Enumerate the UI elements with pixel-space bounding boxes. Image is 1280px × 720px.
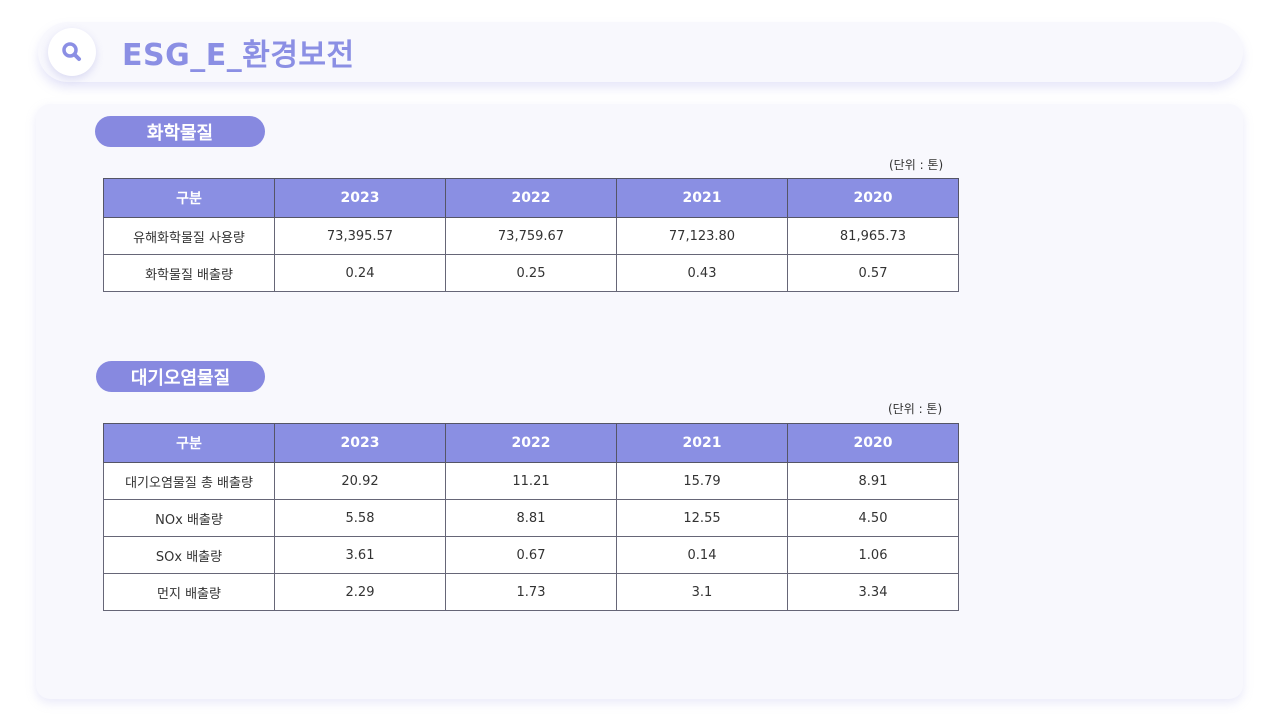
table-cell: 77,123.80 bbox=[616, 217, 788, 255]
table-header-row: 구분 2023 2022 2021 2020 bbox=[103, 178, 959, 218]
table-cell: 0.57 bbox=[787, 254, 959, 292]
section-label-chemicals: 화학물질 bbox=[95, 116, 265, 147]
table-cell: 1.06 bbox=[787, 536, 959, 574]
table-cell: 8.81 bbox=[445, 499, 617, 537]
search-icon bbox=[62, 42, 81, 61]
table-cell: 1.73 bbox=[445, 573, 617, 611]
table-cell: 3.61 bbox=[274, 536, 446, 574]
table-cell: 3.1 bbox=[616, 573, 788, 611]
page-title: ESG_E_환경보전 bbox=[122, 38, 355, 73]
row-label: SOx 배출량 bbox=[103, 536, 275, 574]
table-cell: 4.50 bbox=[787, 499, 959, 537]
column-header: 2022 bbox=[445, 423, 617, 463]
table-cell: 5.58 bbox=[274, 499, 446, 537]
table-row: 먼지 배출량 2.29 1.73 3.1 3.34 bbox=[103, 573, 959, 611]
unit-label-chemicals: (단위 : 톤) bbox=[889, 158, 944, 172]
chemicals-table: 구분 2023 2022 2021 2020 유해화학물질 사용량 73,395… bbox=[103, 178, 959, 292]
table-cell: 73,395.57 bbox=[274, 217, 446, 255]
column-header: 구분 bbox=[103, 423, 275, 463]
column-header: 2022 bbox=[445, 178, 617, 218]
row-label: NOx 배출량 bbox=[103, 499, 275, 537]
header-bar: ESG_E_환경보전 bbox=[38, 22, 1243, 82]
table-row: 화학물질 배출량 0.24 0.25 0.43 0.57 bbox=[103, 254, 959, 292]
table-cell: 2.29 bbox=[274, 573, 446, 611]
table-cell: 20.92 bbox=[274, 462, 446, 500]
table-cell: 15.79 bbox=[616, 462, 788, 500]
row-label: 대기오염물질 총 배출량 bbox=[103, 462, 275, 500]
table-cell: 81,965.73 bbox=[787, 217, 959, 255]
table-row: 유해화학물질 사용량 73,395.57 73,759.67 77,123.80… bbox=[103, 217, 959, 255]
unit-label-air-pollutants: (단위 : 톤) bbox=[888, 402, 943, 416]
column-header: 2023 bbox=[274, 178, 446, 218]
table-cell: 12.55 bbox=[616, 499, 788, 537]
table-cell: 0.43 bbox=[616, 254, 788, 292]
section-label-air-pollutants: 대기오염물질 bbox=[96, 361, 265, 392]
row-label: 유해화학물질 사용량 bbox=[103, 217, 275, 255]
table-cell: 73,759.67 bbox=[445, 217, 617, 255]
table-header-row: 구분 2023 2022 2021 2020 bbox=[103, 423, 959, 463]
table-cell: 11.21 bbox=[445, 462, 617, 500]
row-label: 화학물질 배출량 bbox=[103, 254, 275, 292]
table-row: SOx 배출량 3.61 0.67 0.14 1.06 bbox=[103, 536, 959, 574]
table-row: NOx 배출량 5.58 8.81 12.55 4.50 bbox=[103, 499, 959, 537]
table-cell: 0.24 bbox=[274, 254, 446, 292]
column-header: 2021 bbox=[616, 178, 788, 218]
air-pollutants-table: 구분 2023 2022 2021 2020 대기오염물질 총 배출량 20.9… bbox=[103, 423, 959, 611]
column-header: 2020 bbox=[787, 423, 959, 463]
row-label: 먼지 배출량 bbox=[103, 573, 275, 611]
table-cell: 3.34 bbox=[787, 573, 959, 611]
column-header: 2023 bbox=[274, 423, 446, 463]
table-row: 대기오염물질 총 배출량 20.92 11.21 15.79 8.91 bbox=[103, 462, 959, 500]
column-header: 2021 bbox=[616, 423, 788, 463]
table-cell: 0.25 bbox=[445, 254, 617, 292]
table-cell: 8.91 bbox=[787, 462, 959, 500]
column-header: 구분 bbox=[103, 178, 275, 218]
table-cell: 0.14 bbox=[616, 536, 788, 574]
column-header: 2020 bbox=[787, 178, 959, 218]
search-button[interactable] bbox=[48, 28, 96, 76]
table-cell: 0.67 bbox=[445, 536, 617, 574]
